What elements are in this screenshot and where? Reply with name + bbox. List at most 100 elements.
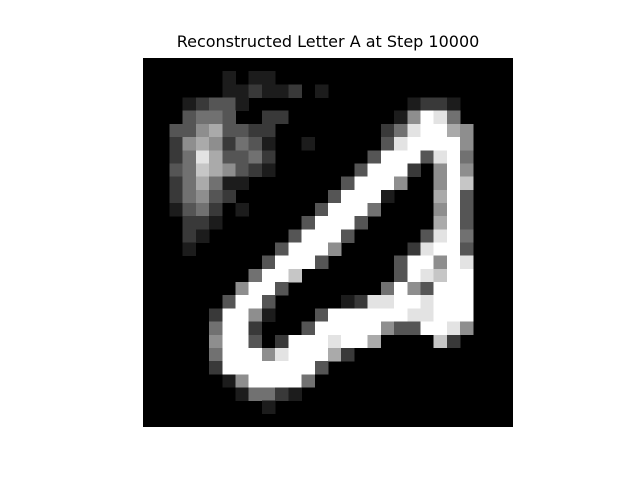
pixel xyxy=(288,242,302,256)
pixel xyxy=(380,308,395,322)
pixel xyxy=(446,255,461,270)
pixel xyxy=(195,150,210,164)
pixel xyxy=(460,216,474,230)
pixel xyxy=(460,255,474,270)
pixel xyxy=(195,110,210,125)
pixel xyxy=(248,163,263,177)
pixel xyxy=(420,268,434,283)
pixel xyxy=(354,189,368,204)
pixel xyxy=(433,150,448,164)
pixel xyxy=(446,308,461,322)
pixel xyxy=(407,150,421,164)
pixel xyxy=(446,163,461,177)
pixel xyxy=(169,202,183,217)
pixel xyxy=(222,163,236,177)
pixel xyxy=(222,295,236,309)
pixel xyxy=(195,176,210,191)
pixel xyxy=(394,150,408,164)
pixel xyxy=(328,202,342,217)
pixel xyxy=(394,268,408,283)
pixel xyxy=(433,189,448,204)
pixel xyxy=(420,295,434,309)
pixel xyxy=(248,387,263,401)
pixel xyxy=(301,334,316,349)
pixel xyxy=(182,189,197,204)
pixel xyxy=(354,202,368,217)
pixel xyxy=(195,137,210,151)
pixel xyxy=(222,84,236,98)
pixel xyxy=(433,229,448,243)
pixel xyxy=(328,308,342,322)
pixel xyxy=(407,255,421,270)
pixel xyxy=(380,176,395,191)
pixel xyxy=(367,163,382,177)
pixel xyxy=(446,321,461,336)
pixel xyxy=(261,361,276,375)
pixel xyxy=(460,242,474,256)
pixel xyxy=(460,202,474,217)
pixel xyxy=(275,282,289,296)
pixel xyxy=(380,189,395,204)
pixel xyxy=(420,255,434,270)
pixel xyxy=(275,361,289,375)
pixel xyxy=(394,137,408,151)
pixel xyxy=(341,216,355,230)
pixel xyxy=(288,387,302,401)
pixel xyxy=(301,137,316,151)
pixel xyxy=(460,176,474,191)
pixel xyxy=(314,321,329,336)
pixel xyxy=(407,321,421,336)
pixel xyxy=(235,84,249,98)
pixel xyxy=(394,255,408,270)
pixel xyxy=(446,295,461,309)
pixel xyxy=(222,334,236,349)
pixel xyxy=(182,150,197,164)
pixel xyxy=(222,110,236,125)
pixel xyxy=(248,71,263,85)
pixel xyxy=(235,97,249,111)
pixel xyxy=(380,163,395,177)
reconstructed-image xyxy=(143,58,513,427)
pixel xyxy=(341,189,355,204)
pixel xyxy=(195,123,210,138)
pixel xyxy=(275,374,289,388)
pixel xyxy=(275,387,289,401)
pixel xyxy=(420,321,434,336)
pixel xyxy=(328,321,342,336)
pixel xyxy=(261,137,276,151)
pixel xyxy=(261,374,276,388)
pixel xyxy=(288,255,302,270)
pixel xyxy=(169,163,183,177)
pixel xyxy=(328,216,342,230)
pixel xyxy=(367,202,382,217)
pixel xyxy=(354,216,368,230)
pixel xyxy=(380,295,395,309)
pixel xyxy=(275,242,289,256)
pixel xyxy=(394,282,408,296)
pixel xyxy=(341,176,355,191)
pixel xyxy=(301,242,316,256)
pixel xyxy=(235,295,249,309)
pixel xyxy=(328,189,342,204)
pixel xyxy=(394,321,408,336)
pixel xyxy=(460,163,474,177)
pixel xyxy=(182,229,197,243)
pixel xyxy=(380,150,395,164)
pixel xyxy=(209,321,223,336)
pixel xyxy=(235,387,249,401)
pixel xyxy=(261,308,276,322)
pixel xyxy=(301,361,316,375)
pixel xyxy=(433,137,448,151)
pixel xyxy=(314,308,329,322)
pixel xyxy=(394,123,408,138)
pixel xyxy=(248,150,263,164)
pixel xyxy=(446,216,461,230)
pixel xyxy=(354,295,368,309)
pixel xyxy=(222,97,236,111)
pixel xyxy=(433,268,448,283)
pixel xyxy=(460,137,474,151)
pixel xyxy=(367,308,382,322)
pixel xyxy=(460,295,474,309)
pixel xyxy=(446,334,461,349)
pixel xyxy=(301,255,316,270)
